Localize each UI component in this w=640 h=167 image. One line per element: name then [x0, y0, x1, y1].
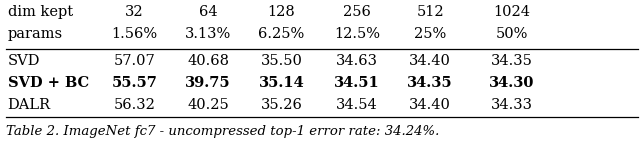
Text: 64: 64 [198, 5, 218, 19]
Text: 512: 512 [416, 5, 444, 19]
Text: 256: 256 [343, 5, 371, 19]
Text: SVD + BC: SVD + BC [8, 76, 89, 90]
Text: 34.40: 34.40 [409, 98, 451, 112]
Text: 6.25%: 6.25% [259, 27, 305, 41]
Text: 32: 32 [125, 5, 144, 19]
Text: 34.35: 34.35 [407, 76, 453, 90]
Text: 56.32: 56.32 [113, 98, 156, 112]
Text: 25%: 25% [414, 27, 446, 41]
Text: 40.25: 40.25 [187, 98, 229, 112]
Text: 34.40: 34.40 [409, 54, 451, 68]
Text: Table 2. ImageNet fc7 - uncompressed top-1 error rate: 34.24%.: Table 2. ImageNet fc7 - uncompressed top… [6, 125, 439, 137]
Text: params: params [8, 27, 63, 41]
Text: 34.51: 34.51 [334, 76, 380, 90]
Text: 12.5%: 12.5% [334, 27, 380, 41]
Text: 1.56%: 1.56% [111, 27, 157, 41]
Text: 128: 128 [268, 5, 296, 19]
Text: 35.50: 35.50 [260, 54, 303, 68]
Text: 55.57: 55.57 [111, 76, 157, 90]
Text: 50%: 50% [496, 27, 528, 41]
Text: 34.54: 34.54 [336, 98, 378, 112]
Text: 35.14: 35.14 [259, 76, 305, 90]
Text: dim kept: dim kept [8, 5, 73, 19]
Text: 34.35: 34.35 [491, 54, 533, 68]
Text: 35.26: 35.26 [260, 98, 303, 112]
Text: 40.68: 40.68 [187, 54, 229, 68]
Text: 39.75: 39.75 [185, 76, 231, 90]
Text: DALR: DALR [8, 98, 51, 112]
Text: 34.30: 34.30 [490, 76, 534, 90]
Text: 1024: 1024 [493, 5, 531, 19]
Text: 57.07: 57.07 [113, 54, 156, 68]
Text: 3.13%: 3.13% [185, 27, 231, 41]
Text: 34.63: 34.63 [336, 54, 378, 68]
Text: SVD: SVD [8, 54, 40, 68]
Text: 34.33: 34.33 [491, 98, 533, 112]
